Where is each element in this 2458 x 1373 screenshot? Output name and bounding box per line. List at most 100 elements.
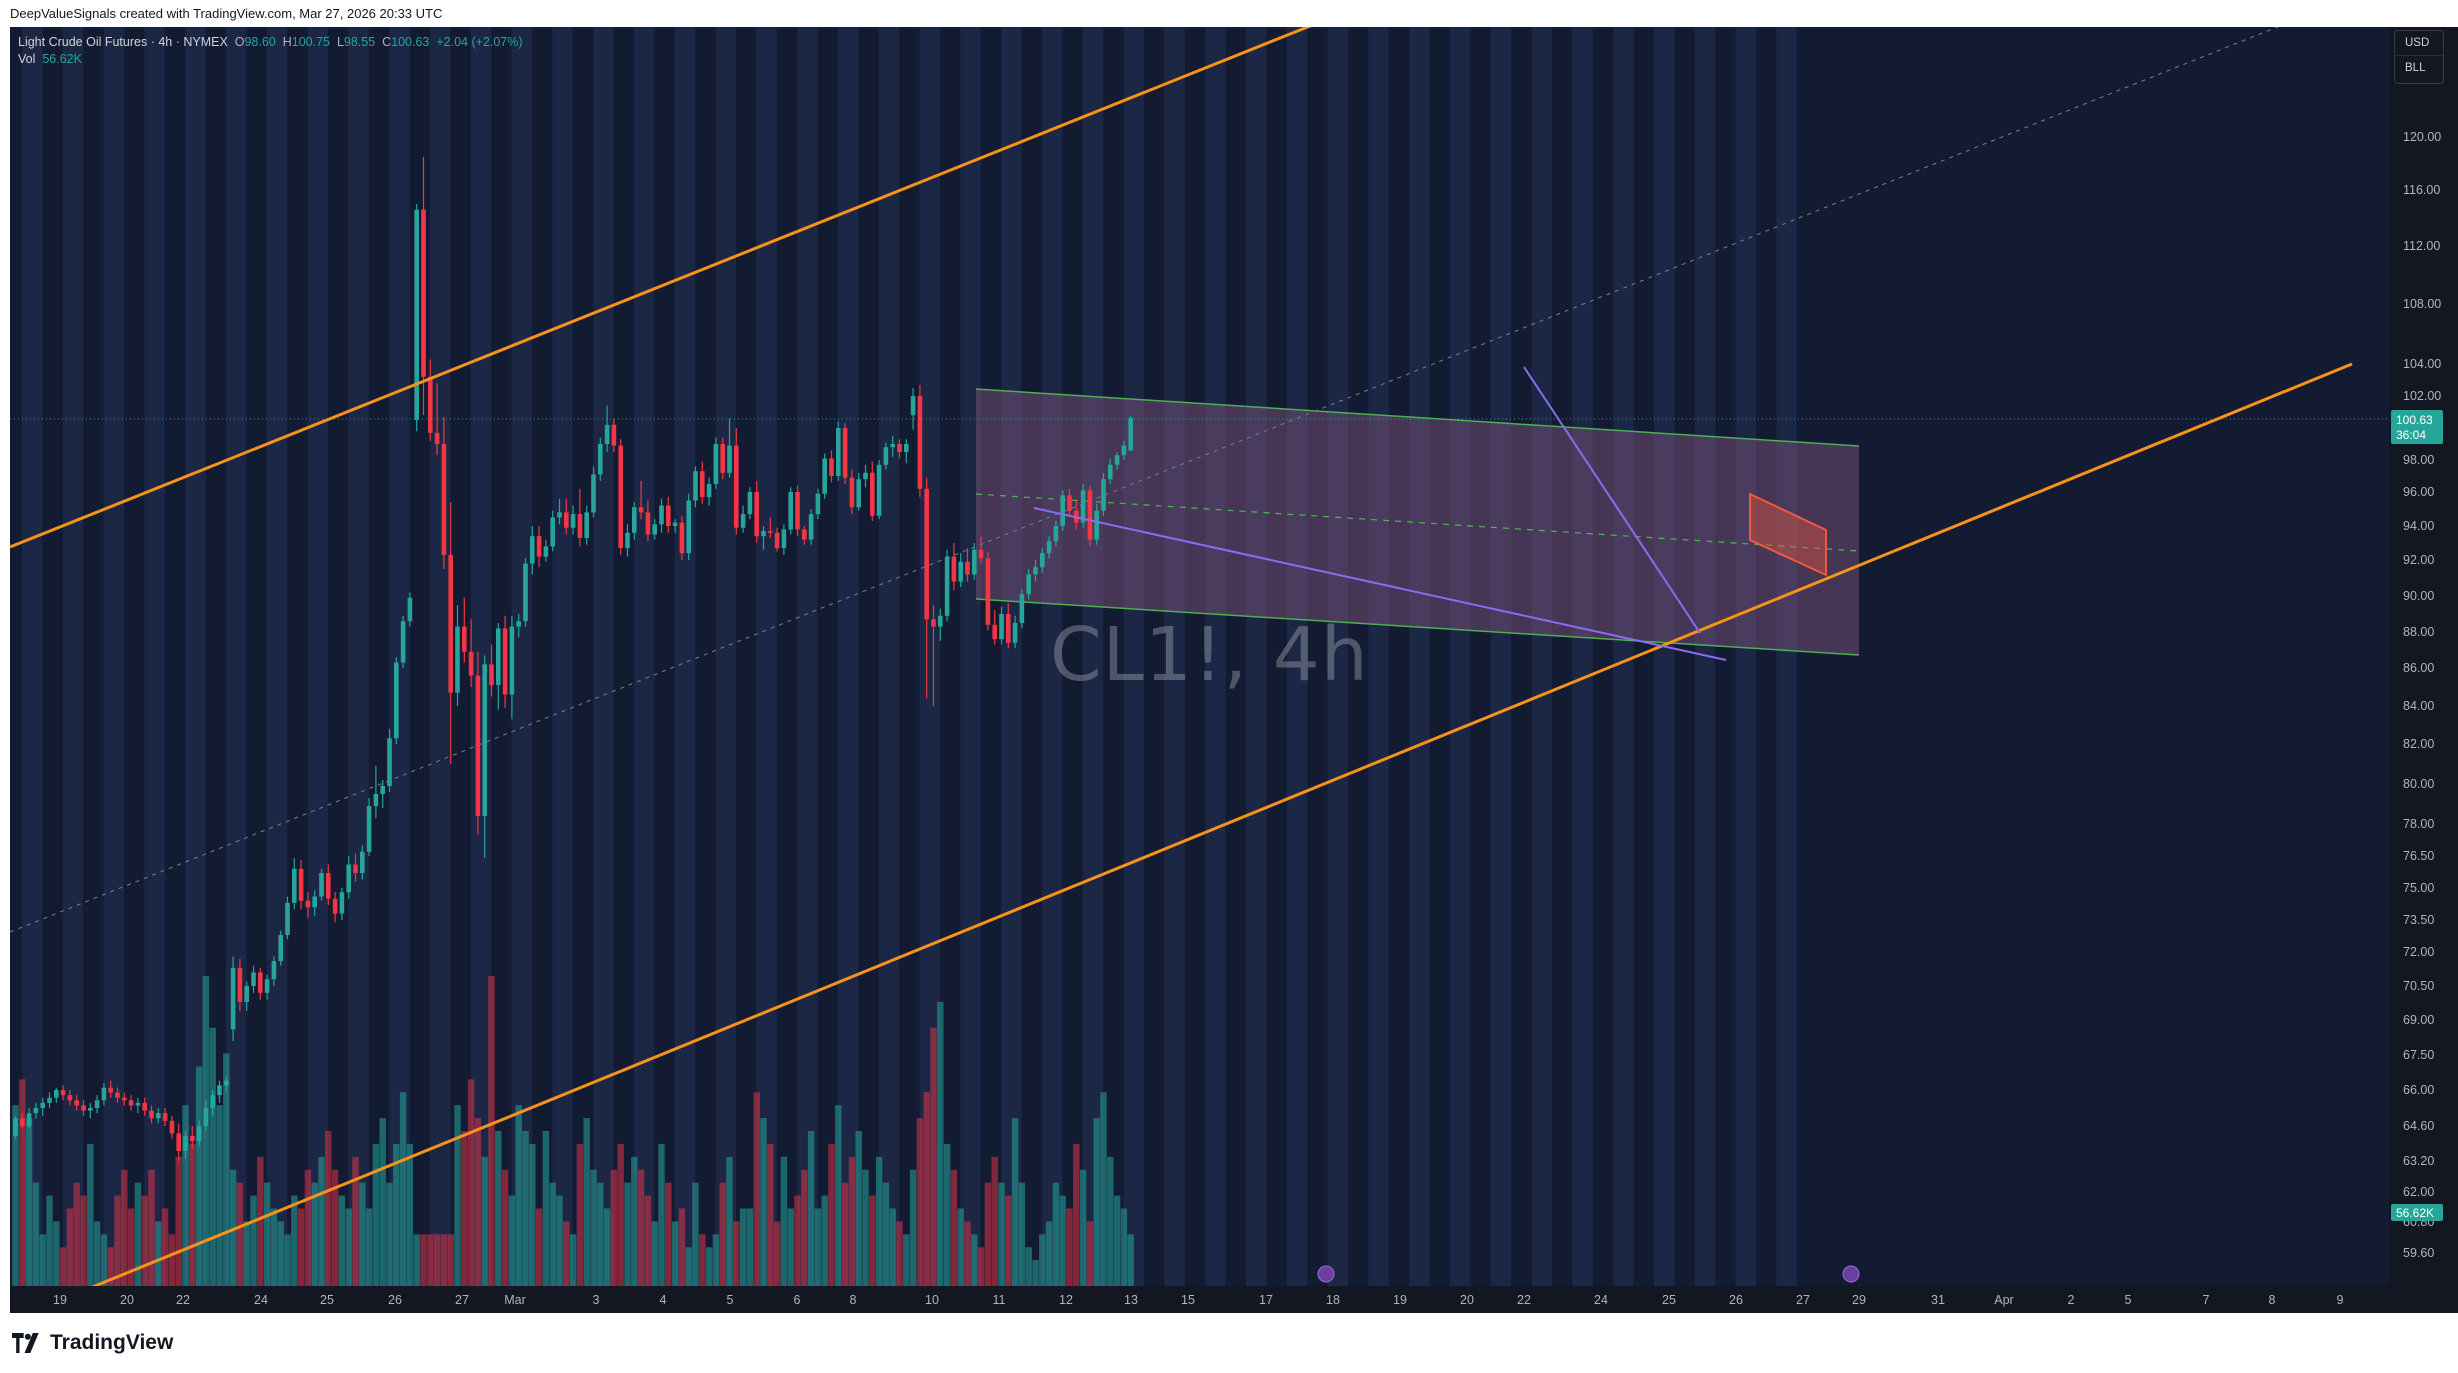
volume-bar (352, 1156, 359, 1286)
candle-body (516, 621, 521, 627)
price-tick-label: 82.00 (2403, 737, 2434, 751)
volume-bar (1025, 1247, 1032, 1286)
volume-bar (270, 1208, 278, 1286)
candle-body (1094, 510, 1099, 540)
session-band (511, 27, 532, 1286)
candle-body (530, 536, 535, 564)
time-axis[interactable]: 19 20 22 24 25 26 27 Mar 3 4 5 6 8 10 11 12 13 15 17 18 19 20… (53, 1293, 2343, 1307)
volume-bar (644, 1195, 652, 1286)
volume-bar (535, 1208, 543, 1286)
currency-unit[interactable]: USD (2405, 37, 2430, 49)
volume-bar (1018, 1182, 1026, 1286)
time-tick-label: 2 (2068, 1293, 2075, 1307)
currency-unit-box[interactable]: USD BLL (2394, 30, 2444, 84)
candle-body (870, 472, 875, 516)
last-price-badge (2391, 410, 2443, 444)
candle-body (67, 1095, 73, 1101)
price-axis[interactable]: 120.00 116.00 112.00 108.00 104.00 102.00 98.0… (2403, 130, 2441, 1260)
candle-body (1114, 455, 1120, 465)
session-band (1327, 27, 1348, 1286)
volume-bar (1127, 1234, 1134, 1286)
candle-body (972, 549, 977, 575)
time-tick-label: 3 (593, 1293, 600, 1307)
candle-body (217, 1085, 222, 1096)
session-band (348, 27, 369, 1286)
session-band (878, 27, 900, 1286)
volume-bar (515, 1105, 522, 1286)
volume-bar (658, 1143, 665, 1286)
candle-body (808, 514, 814, 540)
candle-body (584, 512, 589, 538)
candle-body (822, 458, 827, 494)
session-band (1694, 27, 1716, 1286)
volume-bar (773, 1221, 781, 1286)
volume-bar (325, 1131, 332, 1286)
volume-bar (107, 1247, 114, 1286)
price-tick-label: 104.00 (2403, 357, 2441, 371)
candle-body (951, 556, 957, 582)
price-tick-label: 73.50 (2403, 913, 2434, 927)
candle-body (645, 512, 651, 535)
price-tick-label: 84.00 (2403, 699, 2434, 713)
candle-body (400, 621, 406, 663)
candle-body (611, 424, 617, 446)
volume-bar (1120, 1208, 1128, 1286)
volume-bar (216, 1105, 223, 1286)
session-band (1082, 27, 1104, 1286)
volume-bar (862, 1169, 869, 1286)
candle-body (570, 514, 576, 528)
volume-bar (957, 1208, 964, 1286)
volume-bar (127, 1208, 135, 1286)
session-band (960, 27, 981, 1286)
channel-upper-line (10, 27, 1312, 549)
volume-bar (746, 1208, 754, 1286)
price-tick-label: 59.60 (2403, 1246, 2434, 1260)
volume-bar (563, 1221, 570, 1286)
volume-bar (447, 1234, 454, 1286)
volume-bar (930, 1027, 937, 1286)
candle-body (1080, 490, 1086, 523)
candles (13, 156, 1133, 1161)
candle-body (618, 445, 623, 549)
candle-body (543, 546, 549, 557)
candle-body (924, 488, 929, 620)
volume-bar (1045, 1221, 1053, 1286)
volume-bar (549, 1182, 556, 1286)
volume-bar (250, 1195, 257, 1286)
volume-bar (243, 1221, 250, 1286)
volume-bar (209, 1027, 216, 1286)
last-price-value: 100.63 (2396, 413, 2433, 427)
candle-body (598, 444, 603, 475)
volume-bar (114, 1195, 121, 1286)
session-band (838, 27, 859, 1286)
candle-body (312, 896, 317, 908)
candle-body (876, 464, 882, 516)
candle-body (700, 471, 705, 498)
time-tick-label: 26 (388, 1293, 402, 1307)
volume-bar (590, 1169, 597, 1286)
time-tick-label: 18 (1326, 1293, 1340, 1307)
top-bar: DeepValueSignals created with TradingVie… (0, 0, 2458, 26)
candle-body (135, 1102, 141, 1106)
candle-body (332, 898, 338, 914)
candle-body (326, 873, 331, 899)
price-tick-label: 62.00 (2403, 1185, 2434, 1199)
session-band (1409, 27, 1430, 1286)
volume-bar (692, 1182, 699, 1286)
volume-bar (814, 1208, 822, 1286)
volume-bar (542, 1131, 550, 1286)
candle-body (931, 619, 936, 627)
volume-bar (406, 1143, 414, 1286)
candle-body (407, 597, 413, 622)
price-tick-label: 92.00 (2403, 553, 2434, 567)
session-band (1613, 27, 1634, 1286)
candle-body (985, 558, 991, 625)
currency-sub-unit[interactable]: BLL (2395, 55, 2443, 80)
session-band (103, 27, 124, 1286)
legend-vol-value: 56.62K (42, 52, 82, 66)
time-tick-label: Apr (1994, 1293, 2013, 1307)
session-band (22, 27, 43, 1286)
price-tick-label: 69.00 (2403, 1013, 2434, 1027)
tradingview-logo-icon (12, 1333, 39, 1353)
